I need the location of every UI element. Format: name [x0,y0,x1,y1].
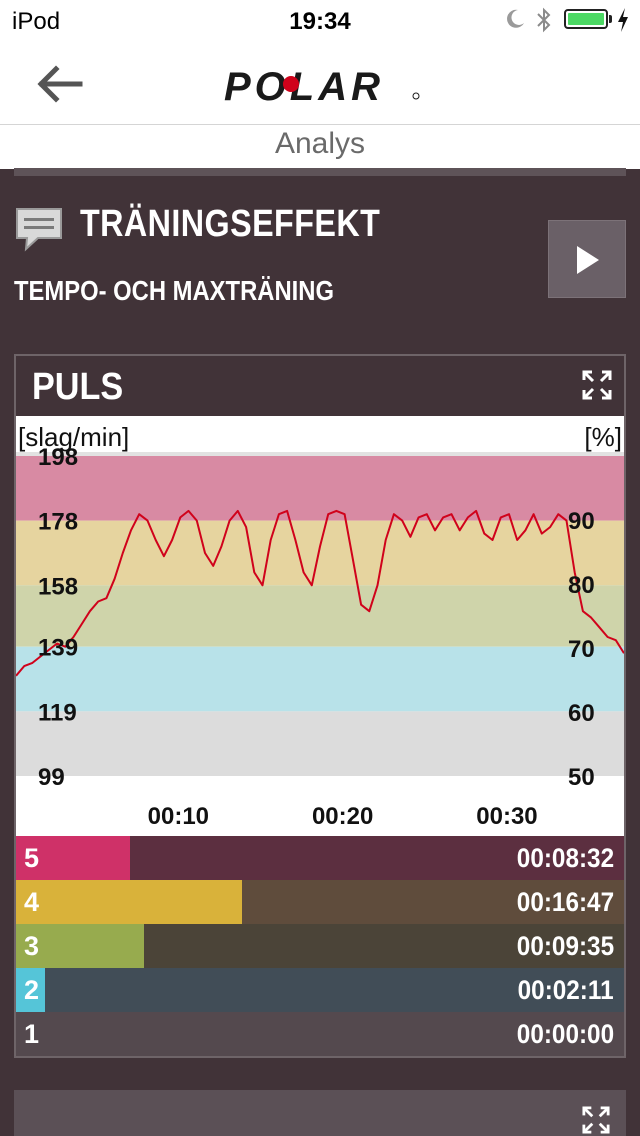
zone-time: 00:00:00 [516,1019,614,1049]
zone-fill-bar [16,924,144,968]
zone-band-1 [16,711,624,776]
y-tick-right-label: 50 [568,764,595,791]
x-tick-label: 00:20 [312,803,373,830]
navbar: POLAR [0,40,640,124]
y-tick-right-label: 70 [568,636,595,663]
y-tick-left-label: 119 [38,699,77,726]
unit-right-label: [%] [584,422,622,452]
bluetooth-icon [537,7,551,33]
charging-bolt-icon [618,8,628,32]
chart-top-strip [16,452,624,456]
zone-fill-bar [16,880,242,924]
expand-icon[interactable] [582,370,612,400]
x-tick-label: 00:10 [148,803,209,830]
zone-band-3 [16,585,624,647]
zone-row-2: 2 00:02:11 [16,968,624,1012]
y-tick-left-label: 158 [38,573,78,600]
zone-number: 3 [24,931,40,961]
zone-fill-bar [16,836,130,880]
zone-band-5 [16,456,624,521]
status-bar: iPod 19:34 [0,0,640,40]
play-button[interactable] [548,220,626,298]
zone-row-5: 5 00:08:32 [16,836,624,880]
polar-logo: POLAR [224,65,420,108]
zone-number: 2 [24,975,40,1005]
expand-icon[interactable] [582,1106,610,1134]
subnav: Analys [0,124,640,169]
moon-icon [507,9,524,28]
zone-band-4 [16,520,624,586]
y-tick-right-label: 80 [568,572,595,599]
battery-tip [609,15,612,23]
back-arrow-icon[interactable] [36,64,84,104]
puls-card: PULS 198 178 158 139 119 99 90 80 70 60 50 00:10 00:… [14,354,626,1058]
zone-time: 00:16:47 [516,887,614,917]
page-title: Analys [274,127,366,160]
y-tick-left-label: 178 [38,509,78,536]
zone-number: 4 [24,887,40,917]
zone-fill-bar [16,968,45,1012]
battery-icon [564,9,608,29]
y-tick-right-label: 90 [568,508,595,535]
next-card [14,1090,626,1136]
zone-time: 00:09:35 [516,931,614,961]
puls-title: PULS [32,366,124,408]
y-tick-right-label: 60 [568,700,595,727]
zone-row-1: 1 00:00:00 [16,1012,624,1056]
status-time: 19:34 [289,8,351,35]
y-tick-left-label: 198 [38,444,78,471]
zone-time: 00:08:32 [516,843,614,873]
svg-text:POLAR: POLAR [224,65,384,108]
play-icon [577,246,599,274]
training-effect-result: TEMPO- OCH MAXTRÄNING [14,275,334,306]
zone-row-3: 3 00:09:35 [16,924,624,968]
zone-number: 1 [24,1019,40,1049]
x-tick-label: 00:30 [476,803,537,830]
y-tick-left-label: 99 [38,764,65,791]
chart-svg: 198 178 158 139 119 99 90 80 70 60 50 00:10 00:20 00:… [16,444,624,830]
zone-band-2 [16,646,624,712]
y-tick-left-label: 139 [38,635,78,662]
training-effect-title: TRÄNINGSEFFEKT [80,203,381,245]
divider [14,168,626,176]
zone-number: 5 [24,843,40,873]
zone-row-4: 4 00:16:47 [16,880,624,924]
speech-bubble-icon [16,208,62,252]
unit-left-label: [slag/min] [18,422,130,452]
zone-time: 00:02:11 [518,975,614,1005]
heart-rate-chart: 198 178 158 139 119 99 90 80 70 60 50 00:10 00:20 00:… [16,416,624,836]
status-carrier: iPod [12,8,61,35]
heart-rate-line-0 [16,509,624,677]
